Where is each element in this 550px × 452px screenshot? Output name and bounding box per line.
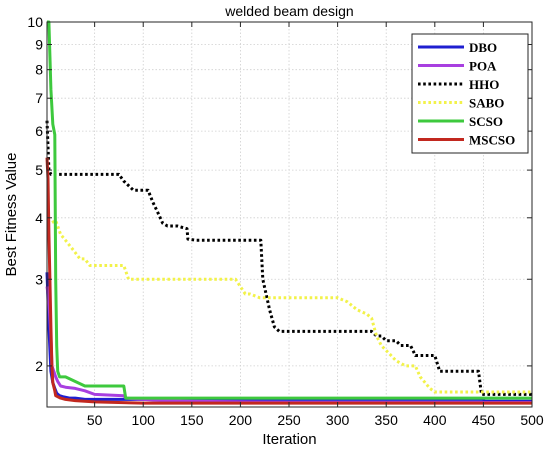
legend-label-sabo: SABO <box>469 96 504 111</box>
x-tick-label: 400 <box>423 412 447 428</box>
x-tick-label: 200 <box>229 412 253 428</box>
x-tick-label: 350 <box>375 412 399 428</box>
legend-label-scso: SCSO <box>469 114 503 129</box>
x-tick-label: 450 <box>472 412 496 428</box>
y-tick-label: 9 <box>35 37 43 53</box>
y-tick-label: 3 <box>35 271 43 287</box>
y-tick-label: 4 <box>35 210 43 226</box>
grid <box>47 21 533 407</box>
y-tick-label: 6 <box>35 123 43 139</box>
y-tick-label: 10 <box>27 14 43 30</box>
chart-title: welded beam design <box>224 3 353 19</box>
y-tick-label: 2 <box>35 358 43 374</box>
y-tick-label: 7 <box>35 90 43 106</box>
x-tick-label: 150 <box>180 412 204 428</box>
legend-label-poa: POA <box>469 59 497 74</box>
y-tick-label: 8 <box>35 62 43 78</box>
legend-label-mscso: MSCSO <box>469 133 515 148</box>
x-tick-label: 50 <box>87 412 103 428</box>
x-tick-label: 100 <box>132 412 156 428</box>
series-line-sabo <box>47 219 532 394</box>
legend-label-hho: HHO <box>469 77 499 92</box>
axis-ticks: 50 100 150 200 250 300 350 400 450 500 2 3 4 5 6 7 8 9 10 <box>27 14 543 428</box>
legend-box <box>411 33 529 154</box>
series-line-scso <box>47 20 532 400</box>
x-tick-label: 250 <box>277 412 301 428</box>
legend-label-dbo: DBO <box>469 40 497 55</box>
legend: DBO POA HHO SABO SCSO MSCSO <box>411 33 529 154</box>
x-tick-label: 300 <box>326 412 350 428</box>
x-tick-label: 500 <box>520 412 544 428</box>
x-axis-label: Iteration <box>262 431 316 448</box>
y-tick-label: 5 <box>35 162 43 178</box>
y-axis-label: Best Fitness Value <box>3 153 20 277</box>
